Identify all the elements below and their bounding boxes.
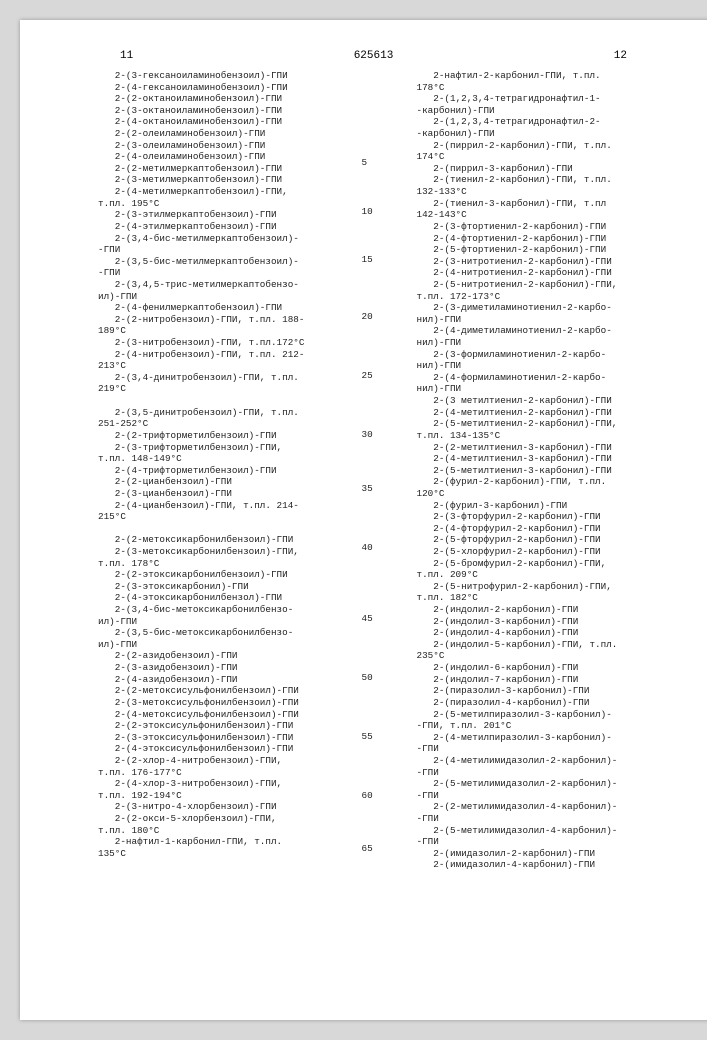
left-column: 2-(3-гексаноиламинобензоил)-ГПИ 2-(4-гек… bbox=[40, 70, 389, 871]
line-number: 60 bbox=[362, 790, 373, 801]
line-number: 30 bbox=[362, 429, 373, 440]
line-number: 25 bbox=[362, 370, 373, 381]
line-number: 45 bbox=[362, 613, 373, 624]
line-number: 5 bbox=[362, 157, 368, 168]
line-number: 65 bbox=[362, 843, 373, 854]
line-number: 50 bbox=[362, 672, 373, 683]
line-number: 20 bbox=[362, 311, 373, 322]
body-columns: 2-(3-гексаноиламинобензоил)-ГПИ 2-(4-гек… bbox=[40, 70, 707, 871]
left-page-number: 11 bbox=[120, 50, 133, 62]
line-number: 40 bbox=[362, 542, 373, 553]
patent-number: 625613 bbox=[354, 50, 394, 62]
document-page: 11 12 625613 5 10 15 20 25 30 35 40 45 50 55 60 65 2… bbox=[20, 20, 707, 1020]
line-number: 10 bbox=[362, 206, 373, 217]
line-number: 35 bbox=[362, 483, 373, 494]
line-number: 15 bbox=[362, 254, 373, 265]
right-page-number: 12 bbox=[614, 50, 627, 62]
line-number: 55 bbox=[362, 731, 373, 742]
right-column: 2-нафтил-2-карбонил-ГПИ, т.пл. 178°С 2-(… bbox=[395, 70, 707, 871]
